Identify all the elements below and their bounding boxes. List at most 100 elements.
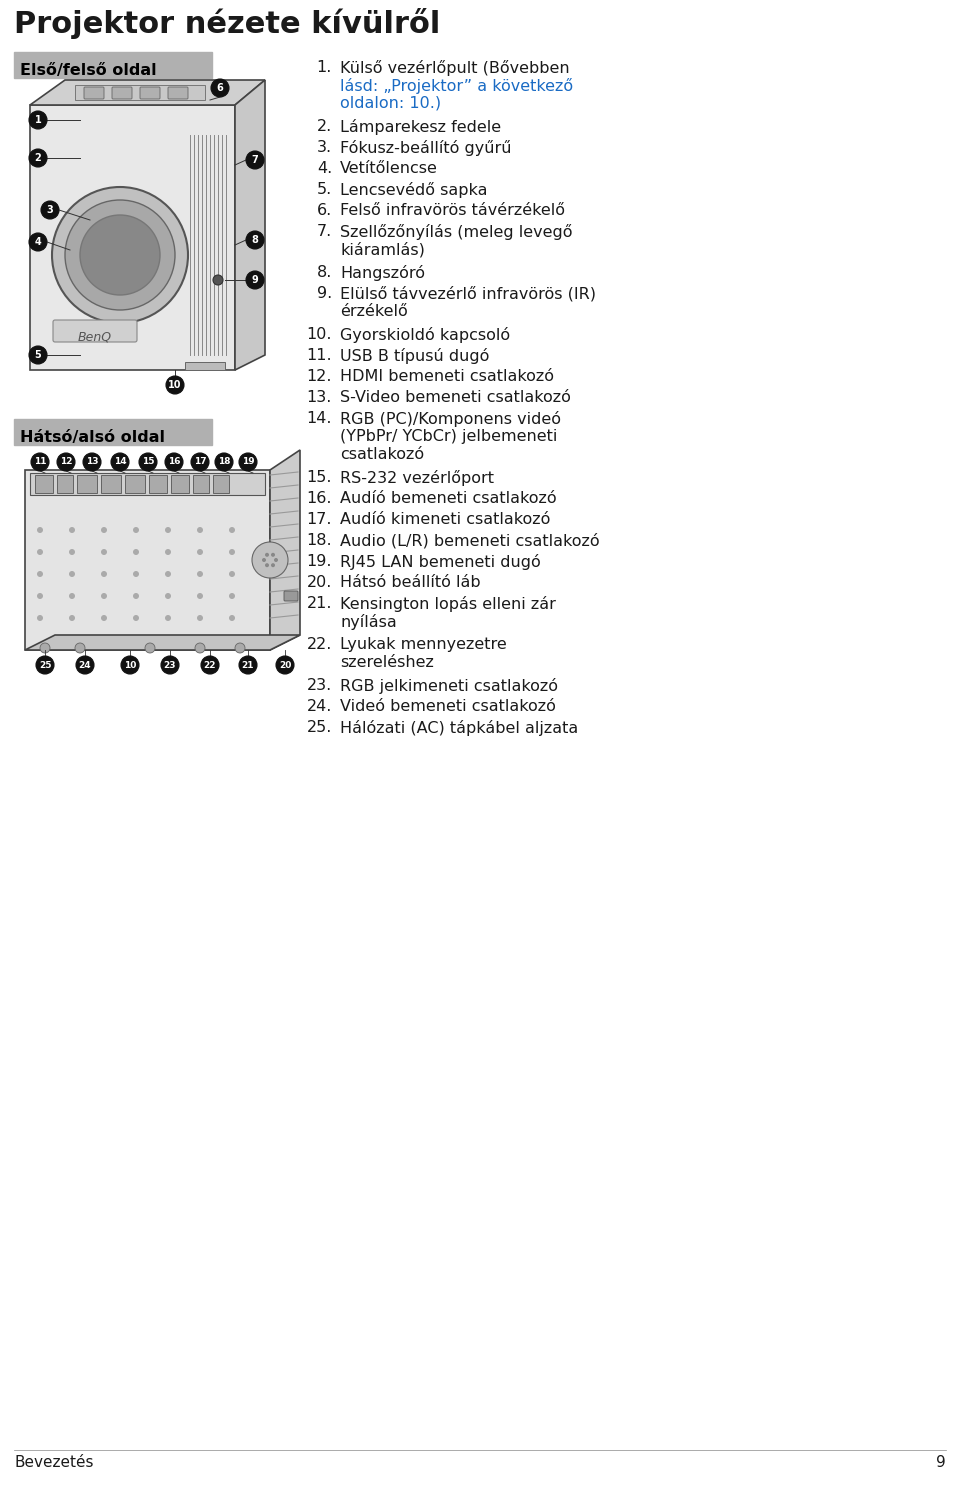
Text: Kensington lopás elleni zár: Kensington lopás elleni zár	[340, 597, 556, 612]
FancyBboxPatch shape	[193, 475, 209, 493]
Circle shape	[165, 549, 171, 555]
Text: 12.: 12.	[306, 369, 332, 384]
Text: RGB jelkimeneti csatlakozó: RGB jelkimeneti csatlakozó	[340, 679, 558, 693]
FancyBboxPatch shape	[125, 475, 145, 493]
Text: 4: 4	[35, 237, 41, 247]
Text: Vetítőlencse: Vetítőlencse	[340, 161, 438, 176]
Text: RS-232 vezérlőport: RS-232 vezérlőport	[340, 470, 494, 487]
FancyBboxPatch shape	[171, 475, 189, 493]
Circle shape	[229, 615, 235, 620]
Text: 14: 14	[113, 457, 127, 467]
Text: Projektor nézete kívülről: Projektor nézete kívülről	[14, 7, 441, 39]
Text: 11.: 11.	[306, 348, 332, 363]
Circle shape	[239, 656, 257, 674]
Circle shape	[276, 656, 294, 674]
Circle shape	[239, 452, 257, 472]
Circle shape	[197, 615, 203, 620]
FancyBboxPatch shape	[213, 475, 229, 493]
Circle shape	[229, 549, 235, 555]
Circle shape	[101, 571, 107, 577]
Circle shape	[101, 527, 107, 533]
Text: 4.: 4.	[317, 161, 332, 176]
FancyBboxPatch shape	[185, 362, 225, 371]
Text: BenQ: BenQ	[78, 330, 112, 344]
Text: HDMI bemeneti csatlakozó: HDMI bemeneti csatlakozó	[340, 369, 554, 384]
Text: oldalon: 10.): oldalon: 10.)	[340, 97, 442, 112]
Text: 9: 9	[252, 275, 258, 286]
Circle shape	[197, 571, 203, 577]
Text: nyílása: nyílása	[340, 615, 396, 629]
Text: 18: 18	[218, 457, 230, 467]
FancyBboxPatch shape	[140, 86, 160, 100]
FancyBboxPatch shape	[101, 475, 121, 493]
Circle shape	[139, 452, 157, 472]
Circle shape	[191, 452, 209, 472]
FancyBboxPatch shape	[35, 475, 53, 493]
FancyBboxPatch shape	[14, 420, 212, 445]
Text: 9: 9	[936, 1455, 946, 1470]
Text: 20: 20	[278, 661, 291, 670]
Text: Hátsó beállító láb: Hátsó beállító láb	[340, 574, 481, 591]
Text: Lámparekesz fedele: Lámparekesz fedele	[340, 119, 501, 135]
Circle shape	[133, 571, 139, 577]
Text: 3: 3	[47, 205, 54, 214]
Text: Videó bemeneti csatlakozó: Videó bemeneti csatlakozó	[340, 699, 556, 714]
Circle shape	[274, 558, 278, 562]
Text: 13.: 13.	[306, 390, 332, 405]
Circle shape	[265, 562, 269, 567]
Circle shape	[165, 527, 171, 533]
Text: 24: 24	[79, 661, 91, 670]
Text: 15.: 15.	[306, 470, 332, 485]
Circle shape	[101, 615, 107, 620]
Text: 6.: 6.	[317, 202, 332, 219]
Text: 19: 19	[242, 457, 254, 467]
Text: Felső infravörös távérzékelő: Felső infravörös távérzékelő	[340, 202, 565, 219]
Text: Hangszóró: Hangszóró	[340, 265, 425, 281]
Circle shape	[229, 594, 235, 600]
Text: Hálózati (AC) tápkábel aljzata: Hálózati (AC) tápkábel aljzata	[340, 720, 578, 737]
Text: 7.: 7.	[317, 225, 332, 240]
Circle shape	[65, 199, 175, 310]
Circle shape	[213, 275, 223, 286]
Circle shape	[69, 615, 75, 620]
Circle shape	[133, 594, 139, 600]
Text: 23.: 23.	[307, 679, 332, 693]
Text: 22.: 22.	[306, 637, 332, 652]
Circle shape	[37, 615, 43, 620]
Text: 7: 7	[252, 155, 258, 165]
Text: 16.: 16.	[306, 491, 332, 506]
Text: Audíó kimeneti csatlakozó: Audíó kimeneti csatlakozó	[340, 512, 550, 527]
Circle shape	[262, 558, 266, 562]
Circle shape	[165, 615, 171, 620]
FancyBboxPatch shape	[53, 320, 137, 342]
Text: csatlakozó: csatlakozó	[340, 446, 424, 461]
Text: 25: 25	[38, 661, 51, 670]
Text: USB B típusú dugó: USB B típusú dugó	[340, 348, 490, 365]
Text: Hátsó/alsó oldal: Hátsó/alsó oldal	[20, 430, 165, 445]
Circle shape	[37, 571, 43, 577]
Circle shape	[37, 527, 43, 533]
Circle shape	[83, 452, 101, 472]
Polygon shape	[270, 449, 300, 650]
Text: 2.: 2.	[317, 119, 332, 134]
Circle shape	[69, 527, 75, 533]
Circle shape	[29, 112, 47, 129]
Circle shape	[201, 656, 219, 674]
FancyBboxPatch shape	[112, 86, 132, 100]
Text: 5: 5	[35, 350, 41, 360]
Circle shape	[40, 643, 50, 653]
Circle shape	[246, 231, 264, 248]
Circle shape	[165, 452, 183, 472]
Text: 21: 21	[242, 661, 254, 670]
Text: kiáramlás): kiáramlás)	[340, 243, 425, 257]
Text: Külső vezérlőpult (Bővebben: Külső vezérlőpult (Bővebben	[340, 60, 569, 76]
Circle shape	[133, 549, 139, 555]
Text: Gyorskioldó kapcsoló: Gyorskioldó kapcsoló	[340, 327, 510, 344]
Circle shape	[41, 201, 59, 219]
Text: 8: 8	[252, 235, 258, 246]
Circle shape	[121, 656, 139, 674]
Text: 21.: 21.	[306, 597, 332, 612]
FancyBboxPatch shape	[77, 475, 97, 493]
FancyBboxPatch shape	[149, 475, 167, 493]
Text: 11: 11	[34, 457, 46, 467]
